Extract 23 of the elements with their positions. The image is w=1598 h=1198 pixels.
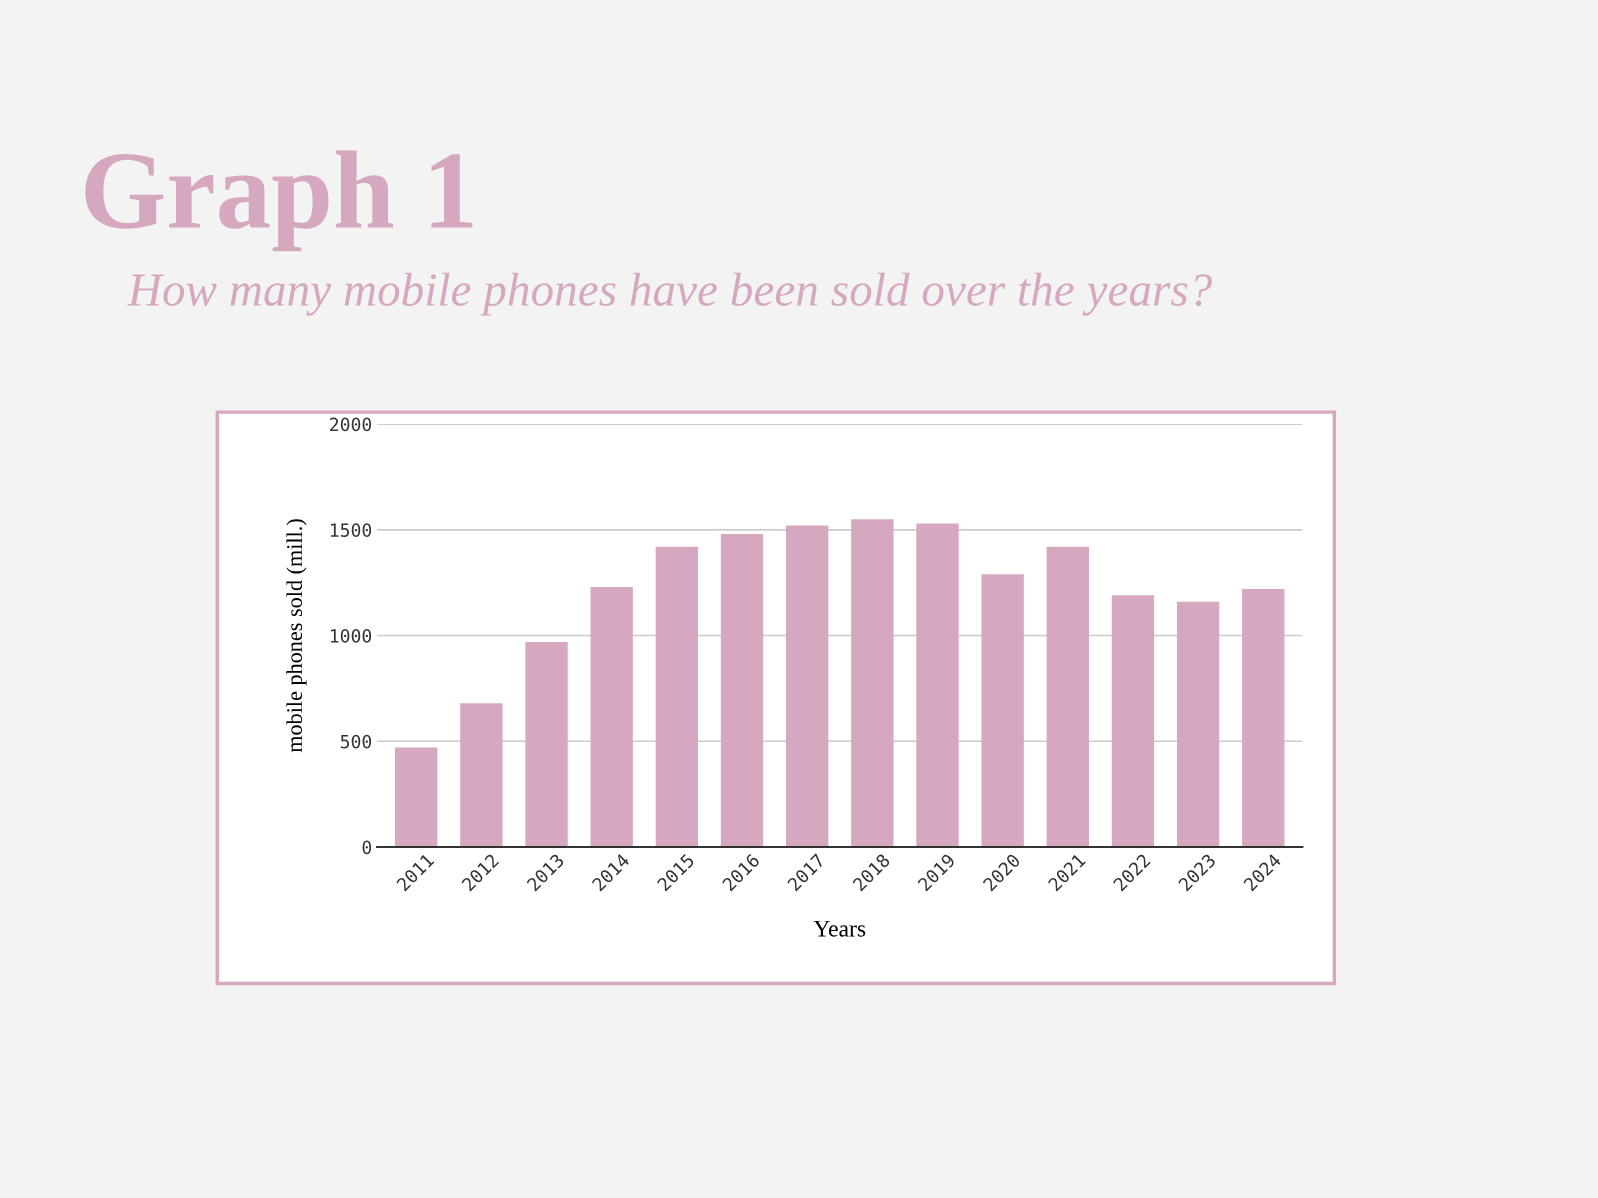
bar: [1242, 589, 1285, 847]
y-tick-label: 500: [340, 734, 372, 749]
bar: [1111, 595, 1155, 847]
bar: [916, 523, 959, 847]
y-tick-label: 1000: [330, 629, 372, 643]
bar: [395, 747, 438, 847]
y-axis-title: mobile phones sold (mill.): [286, 519, 307, 753]
bar: [655, 546, 699, 847]
bar: [590, 586, 633, 847]
y-tick-label: 2000: [330, 417, 372, 432]
bar: [785, 525, 829, 847]
bar: [981, 574, 1024, 847]
chart-subtitle: How many mobile phones have been sold over the years?: [127, 272, 1212, 316]
bar: [1176, 601, 1220, 847]
bar: [720, 534, 764, 847]
chart-title: Graph 1: [85, 150, 473, 252]
y-tick-label: 1500: [330, 523, 372, 537]
bar: [525, 641, 568, 847]
bar: [1046, 546, 1089, 847]
y-tick-label: 0: [362, 840, 372, 855]
bar: [851, 519, 894, 847]
bar: [460, 703, 503, 847]
x-axis-title: Years: [813, 920, 866, 937]
